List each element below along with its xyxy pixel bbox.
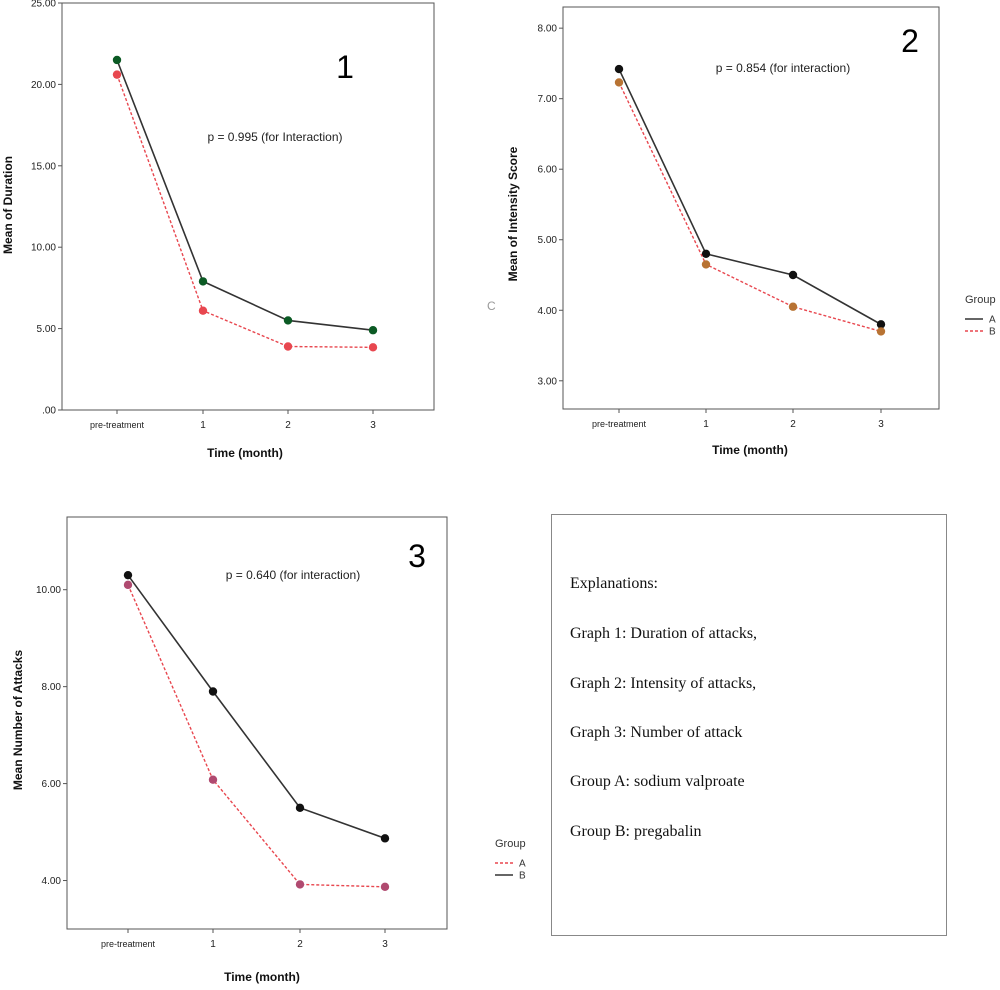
chart2-ytick-label: 6.00 [538,165,558,176]
chart2-legend-label-a: A [989,315,996,326]
chart2-series-line-b [618,82,882,333]
chart2-data-point [614,64,624,74]
chart2-data-point [701,249,711,259]
chart2-y-axis-title: Mean of Intensity Score [506,146,520,281]
chart1-data-point [283,342,293,351]
chart2-data-point [876,327,886,336]
chart1-ytick-label: 10.00 [31,243,56,254]
chart2-data-point [788,270,798,280]
chart1-ytick-label: 25.00 [31,0,56,10]
chart2-data-point [876,320,886,329]
chart2-ytick-label: 7.00 [538,94,558,105]
chart2-series-line-a [618,68,882,326]
chart3-data-point [380,834,390,843]
chart3-series-line-b [127,574,386,840]
explanations-box: Explanations: Graph 1: Duration of attac… [551,514,947,936]
chart2-plot-frame [562,6,940,410]
chart2-number-label: 2 [901,23,919,59]
chart3-legend-label-b: B [519,871,526,882]
chart2-xtick-label: pre-treatment [592,419,647,429]
chart3-p-value-annotation: p = 0.640 (for interaction) [226,568,360,582]
chart1-xtick-label: 2 [285,420,291,431]
chart2-ytick-label: 8.00 [538,24,558,35]
chart3-data-point [208,687,218,696]
chart3-xtick-label: 2 [297,939,303,950]
chart3-series-line-a [127,584,386,888]
chart3-legend-title: Group [495,838,526,850]
chart1-y-axis-title: Mean of Duration [1,156,15,254]
chart1-plot-frame [61,2,435,411]
chart3-x-axis-title: Time (month) [224,970,300,984]
chart3-xtick-label: pre-treatment [101,939,156,949]
chart3-y-axis-title: Mean Number of Attacks [11,650,25,791]
explanation-line-group-b: Group B: pregabalin [570,823,702,840]
explanation-line-graph3: Graph 3: Number of attack [570,724,743,741]
chart3-data-point [295,880,305,889]
chart2-xtick-label: 2 [790,419,796,430]
explanation-line-group-a: Group A: sodium valproate [570,773,745,790]
explanation-line-graph1: Graph 1: Duration of attacks, [570,625,758,642]
chart3-data-point [208,775,218,784]
chart1-xtick-label: 1 [200,420,206,431]
chart1-xtick-label: pre-treatment [90,420,145,430]
chart3-number-label: 3 [408,538,426,574]
chart3-xtick-label: 3 [382,939,388,950]
chart3-plot-frame [66,516,448,930]
chart1-ytick-label: 15.00 [31,161,56,172]
chart1-data-point [368,326,378,335]
chart1-data-point [283,316,293,325]
chart1-series-line-s0 [116,59,374,332]
chart2-xtick-label: 1 [703,419,709,430]
chart2-x-axis-title: Time (month) [712,443,788,457]
chart3-ytick-label: 8.00 [42,682,62,693]
chart1-ytick-label: .00 [42,406,56,417]
stray-label: C [487,299,496,313]
chart1-ytick-label: 20.00 [31,80,56,91]
chart1-p-value-annotation: p = 0.995 (for Interaction) [207,130,342,144]
chart3-data-point [123,570,133,580]
explanations-heading: Explanations: [570,575,658,592]
chart3-ytick-label: 10.00 [36,585,61,596]
chart3-legend-label-a: A [519,859,526,870]
chart1-data-point [198,277,208,286]
chart3-data-point [123,580,133,590]
chart1-number-label: 1 [336,49,354,85]
chart3-ytick-label: 6.00 [42,779,62,790]
chart2-data-point [788,302,798,311]
chart3-xtick-label: 1 [210,939,216,950]
chart1-ytick-label: 5.00 [37,324,57,335]
chart2-p-value-annotation: p = 0.854 (for interaction) [716,61,850,75]
chart3-data-point [295,803,305,813]
chart2-xtick-label: 3 [878,419,884,430]
chart2-ytick-label: 5.00 [538,235,558,246]
chart2-data-point [614,78,624,87]
chart2-legend-title: Group [965,294,996,306]
chart3-data-point [380,882,390,892]
chart1-data-point [198,306,208,315]
chart2-legend-label-b: B [989,327,996,338]
chart3-ytick-label: 4.00 [42,876,62,887]
chart2-ytick-label: 3.00 [538,376,558,387]
chart1-data-point [112,55,122,65]
chart1-data-point [112,70,122,79]
chart1-series-line-s1 [116,74,374,349]
chart1-x-axis-title: Time (month) [207,446,283,460]
explanation-line-graph2: Graph 2: Intensity of attacks, [570,675,757,692]
chart1-data-point [368,343,378,352]
chart2-ytick-label: 4.00 [538,306,558,317]
chart1-xtick-label: 3 [370,420,376,431]
chart2-data-point [701,260,711,269]
